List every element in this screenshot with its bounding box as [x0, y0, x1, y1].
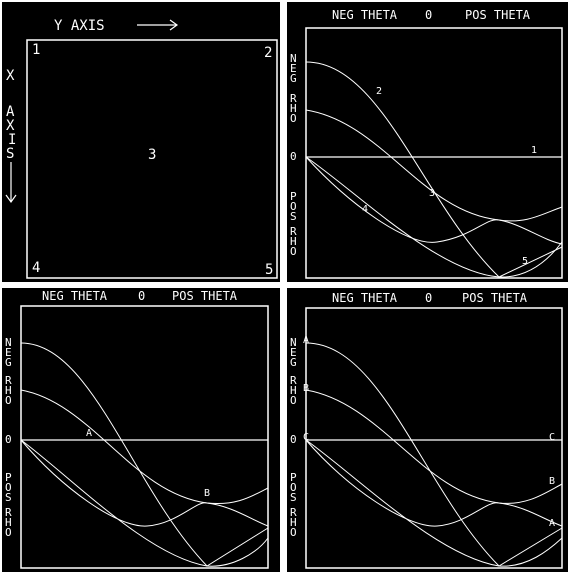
image-frame	[26, 39, 278, 279]
curve-2	[305, 342, 563, 567]
x-axis-letter: X	[6, 118, 15, 134]
rho-pos-letter: P	[5, 471, 12, 484]
line-label-c-left: C	[303, 432, 309, 443]
rho-zero: 0	[5, 433, 12, 446]
x-axis-letter: S	[6, 146, 14, 162]
rho-pos-letter: R	[290, 225, 297, 238]
rho-neg-letter: E	[5, 346, 12, 359]
center-label: 3	[148, 147, 156, 163]
plot-frame	[305, 307, 563, 569]
rho-pos-letter: H	[290, 235, 297, 248]
rho-neg-letter: R	[290, 374, 297, 387]
rho-pos-letter: O	[5, 526, 12, 539]
curve-label: 4	[362, 204, 368, 215]
plot-frame	[20, 305, 269, 569]
line-label-c-right: C	[549, 432, 555, 443]
curve-5	[305, 156, 563, 278]
x-axis-letter: I	[8, 132, 16, 148]
rho-pos-letter: R	[5, 506, 12, 519]
header-zero: 0	[425, 8, 432, 22]
rho-pos-letter: S	[290, 491, 297, 504]
hough-plot-numbered: NEG THETA 0 POS THETA N E G R H O 0 P O …	[290, 8, 563, 279]
rho-neg-letter: H	[5, 384, 12, 397]
rho-pos-letter: S	[290, 210, 297, 223]
rho-pos-letter: O	[290, 481, 297, 494]
corner-label-top-right: 2	[264, 45, 272, 61]
rho-neg-letter: G	[5, 356, 12, 369]
curve-4	[305, 156, 563, 245]
rho-neg-letter: N	[290, 336, 297, 349]
rho-neg-letter: R	[290, 92, 297, 105]
y-axis-arrow-head	[169, 19, 179, 31]
curve-2	[305, 61, 563, 278]
rho-neg-letter: R	[5, 374, 12, 387]
x-axis-arrow-head	[5, 194, 17, 204]
curve-label: 3	[429, 188, 435, 199]
rho-pos-letter: O	[5, 481, 12, 494]
rho-neg-letter: H	[290, 102, 297, 115]
image-space-plot: Y AXIS X A X I S 1 2 3 4 5	[5, 18, 278, 279]
hough-panel-numbered: NEG THETA 0 POS THETA N E G R H O 0 P O …	[287, 2, 568, 282]
header-pos-theta: POS THETA	[172, 289, 238, 303]
header-neg-theta: NEG THETA	[332, 8, 398, 22]
curve-5	[20, 439, 269, 567]
rho-neg-letter: G	[290, 356, 297, 369]
header-neg-theta: NEG THETA	[332, 291, 398, 305]
curve-label: 5	[522, 256, 528, 267]
rho-pos-letter: S	[5, 491, 12, 504]
rho-pos-letter: O	[290, 526, 297, 539]
y-axis-label: Y AXIS	[54, 18, 105, 34]
line-label-a-right: A	[549, 518, 555, 529]
hough-panel-lines: NEG THETA 0 POS THETA N E G R H O 0 P O …	[287, 288, 568, 572]
rho-zero: 0	[290, 150, 297, 163]
rho-pos-letter: P	[290, 471, 297, 484]
header-zero: 0	[425, 291, 432, 305]
header-neg-theta: NEG THETA	[42, 289, 108, 303]
x-axis-letter: A	[6, 104, 15, 120]
header-zero: 0	[138, 289, 145, 303]
rho-neg-letter: H	[290, 384, 297, 397]
corner-label-bottom-right: 5	[265, 262, 273, 278]
curve-label: 2	[376, 86, 382, 97]
corner-label-top-left: 1	[32, 42, 40, 58]
rho-neg-letter: E	[290, 346, 297, 359]
rho-neg-letter: N	[5, 336, 12, 349]
plot-frame	[305, 27, 563, 279]
header-pos-theta: POS THETA	[465, 8, 531, 22]
rho-neg-letter: O	[290, 112, 297, 125]
intersection-label-b: B	[204, 488, 210, 499]
curve-4	[20, 439, 269, 527]
header-pos-theta: POS THETA	[462, 291, 528, 305]
curve-3	[20, 389, 269, 505]
rho-pos-letter: R	[290, 506, 297, 519]
curve-label: 1	[531, 145, 537, 156]
hough-plot-intersections: NEG THETA 0 POS THETA N E G R H O 0 P O …	[5, 289, 269, 569]
rho-pos-letter: O	[290, 245, 297, 258]
line-label-b-left: B	[303, 383, 309, 394]
rho-pos-letter: O	[290, 200, 297, 213]
x-axis-letter: X	[6, 68, 15, 84]
image-space-panel: Y AXIS X A X I S 1 2 3 4 5	[2, 2, 280, 282]
curve-2	[20, 342, 269, 567]
line-label-b-right: B	[549, 476, 555, 487]
rho-neg-letter: E	[290, 62, 297, 75]
rho-neg-letter: N	[290, 52, 297, 65]
rho-pos-letter: H	[290, 516, 297, 529]
rho-neg-letter: O	[5, 394, 12, 407]
rho-pos-letter: P	[290, 190, 297, 203]
hough-panel-intersections: NEG THETA 0 POS THETA N E G R H O 0 P O …	[2, 288, 280, 572]
curve-4	[305, 439, 563, 527]
rho-neg-letter: G	[290, 72, 297, 85]
rho-pos-letter: H	[5, 516, 12, 529]
corner-label-bottom-left: 4	[32, 260, 40, 276]
rho-neg-letter: O	[290, 394, 297, 407]
curve-3	[305, 389, 563, 504]
hough-plot-lines: NEG THETA 0 POS THETA N E G R H O 0 P O …	[290, 291, 563, 569]
rho-zero: 0	[290, 433, 297, 446]
curve-5	[305, 439, 563, 567]
line-label-a-left: A	[303, 335, 309, 346]
curve-3	[305, 109, 563, 222]
intersection-label-a: A	[86, 428, 92, 439]
